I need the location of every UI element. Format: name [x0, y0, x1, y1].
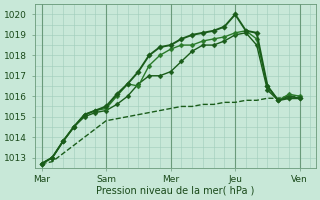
X-axis label: Pression niveau de la mer( hPa ): Pression niveau de la mer( hPa ) — [96, 186, 254, 196]
